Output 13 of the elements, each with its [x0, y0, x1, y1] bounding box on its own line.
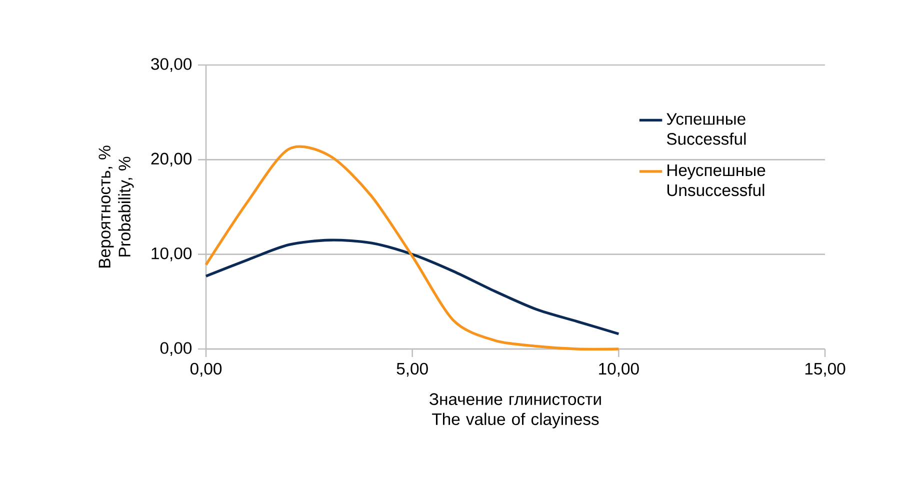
- y-tick-label: 30,00: [151, 58, 192, 72]
- line-series: [204, 238, 620, 336]
- x-tick-label: 10,00: [599, 362, 639, 377]
- x-tick-label: 5,00: [396, 362, 428, 377]
- legend-label: Неуспешные Unsuccessful: [667, 164, 766, 196]
- x-tick-label: 15,00: [805, 362, 846, 377]
- y-tick-label: 0,00: [160, 342, 192, 356]
- y-axis-title: Вероятность, % Probability, %: [98, 146, 134, 268]
- y-tick-label: 10,00: [152, 247, 192, 262]
- y-tick-label: 20,00: [151, 152, 192, 167]
- legend-label: Успешные Successful: [666, 113, 746, 145]
- x-axis-title: Значение глинистости The value of clayiness: [430, 393, 601, 428]
- x-tick-label: 0,00: [190, 362, 222, 377]
